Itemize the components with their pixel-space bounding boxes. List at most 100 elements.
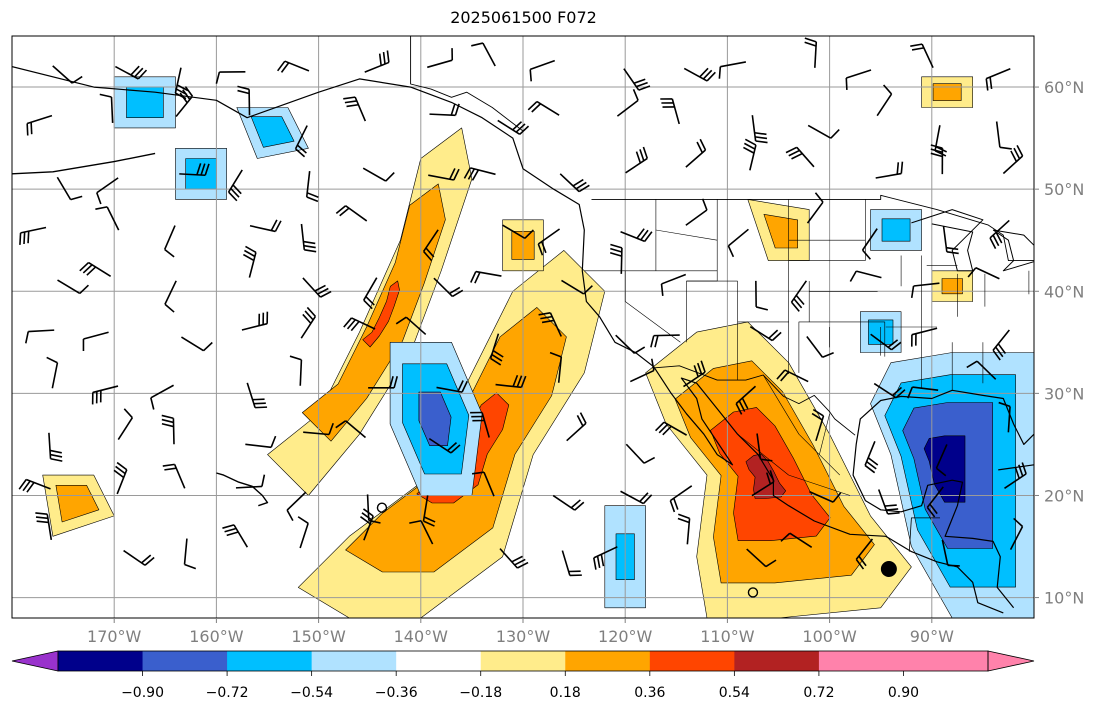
barb-flag: [699, 67, 709, 78]
wind-barb: [427, 48, 454, 69]
colorbar-tick-label: 0.72: [803, 685, 834, 701]
barb-staff: [975, 267, 1000, 280]
colorbar-tick-label: 0.90: [888, 685, 919, 701]
wind-barb: [776, 369, 809, 383]
wind-barb: [422, 495, 436, 527]
wind-barb: [1002, 144, 1024, 175]
barb-flag: [277, 60, 286, 72]
wind-barb: [935, 444, 948, 477]
wind-barb: [300, 306, 317, 339]
wind-barb: [277, 60, 310, 73]
barb-flag: [423, 250, 433, 262]
barb-flag: [99, 93, 112, 98]
wind-barb: [845, 69, 872, 91]
wind-barb: [804, 37, 818, 68]
barb-staff: [233, 524, 249, 548]
wind-barb: [162, 463, 186, 489]
wind-barb: [875, 161, 904, 179]
barb-staff: [25, 478, 51, 490]
wind-barb: [683, 67, 716, 82]
barb-flag: [693, 365, 699, 378]
barb-staff: [629, 369, 655, 383]
colorbar-segment: [58, 651, 144, 671]
wind-barb: [616, 88, 639, 117]
barb-staff: [912, 386, 939, 392]
barb-staff: [428, 437, 452, 454]
barb-staff: [735, 385, 757, 405]
barb-staff: [985, 68, 1011, 80]
barb-flag: [596, 555, 601, 569]
barb-flag: [673, 497, 679, 510]
wind-barb: [117, 408, 134, 440]
wind-barb: [749, 325, 782, 342]
barb-staff: [814, 41, 818, 68]
wind-barb: [497, 119, 530, 135]
contour-region: [301, 183, 446, 442]
wind-barb: [549, 351, 563, 383]
barb-staff: [911, 327, 938, 336]
barb-staff: [88, 261, 112, 277]
barb-flag: [669, 500, 676, 513]
barb-staff: [873, 382, 897, 399]
barb-flag: [295, 148, 306, 158]
mexico-state-border: [762, 374, 841, 476]
wind-barb: [755, 280, 769, 311]
barb-staff: [433, 277, 454, 298]
lon-tick-label: 100°W: [802, 627, 857, 646]
barb-flag: [202, 341, 213, 352]
barb-staff: [756, 433, 762, 460]
barb-staff: [941, 539, 949, 566]
wind-barb: [926, 486, 944, 518]
barb-staff: [992, 329, 1010, 351]
wind-barb: [150, 384, 174, 410]
calm-circle-filled: [880, 560, 897, 577]
wind-barb: [807, 124, 840, 139]
barb-flag: [70, 195, 83, 201]
barb-flag: [992, 349, 1001, 361]
wind-barb: [527, 100, 560, 116]
barb-flag: [572, 178, 584, 187]
barb-flag: [780, 532, 791, 542]
wind-barb: [864, 441, 879, 474]
barb-flag: [540, 241, 547, 254]
barb-flag: [635, 151, 642, 164]
wind-barb: [96, 177, 119, 205]
colorbar: −0.90 −0.72 −0.54 −0.36 −0.18 0.18 0.36 0.54 0.7…: [11, 650, 1035, 701]
colorbar-tick-label: 0.36: [634, 685, 665, 701]
barb-flag: [570, 499, 581, 509]
barb-flag: [743, 142, 756, 150]
barb-staff: [663, 421, 687, 436]
barb-flag: [245, 245, 257, 254]
wind-barb: [495, 374, 527, 389]
wind-barb: [566, 412, 587, 442]
barb-flag: [306, 306, 316, 317]
barb-flag: [662, 425, 672, 436]
barb-flag: [696, 362, 703, 375]
barb-flag: [71, 75, 83, 84]
wind-barb: [735, 385, 757, 415]
barb-staff: [303, 431, 330, 436]
wind-barb: [876, 84, 893, 117]
barb-staff: [861, 228, 878, 251]
lat-tick-label: 20°N: [1044, 486, 1084, 505]
barb-staff: [616, 99, 639, 117]
barb-flag: [491, 353, 503, 362]
barb-flag: [457, 380, 464, 392]
barb-flag: [966, 360, 978, 369]
lat-tick-label: 10°N: [1044, 589, 1084, 608]
barb-staff: [926, 486, 944, 508]
barb-flag: [255, 406, 268, 409]
barb-staff: [173, 464, 186, 489]
barb-flag: [812, 408, 824, 417]
mexico-state-border: [737, 433, 789, 476]
latitude-ticks: 60°N 50°N 40°N 30°N 20°N 10°N: [1034, 78, 1084, 608]
lon-tick-label: 120°W: [598, 627, 653, 646]
state-border: [655, 229, 718, 241]
wind-barb: [183, 538, 197, 570]
barb-flag: [297, 516, 309, 524]
wind-barb: [368, 376, 399, 389]
barb-staff: [475, 270, 502, 277]
colorbar-tick-label: 0.54: [719, 685, 750, 701]
barb-staff: [502, 224, 526, 240]
barb-flag: [804, 41, 817, 47]
